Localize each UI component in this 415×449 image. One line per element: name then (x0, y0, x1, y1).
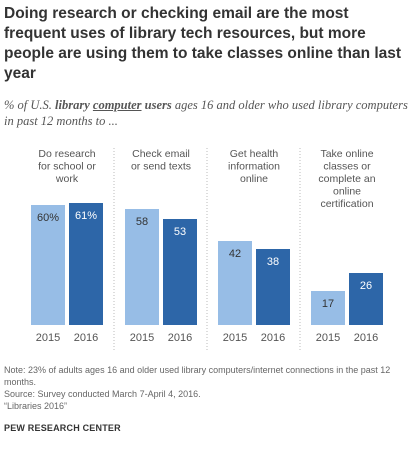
value-label: 53 (174, 226, 186, 238)
subtitle-underlined-computer: computer (92, 98, 142, 112)
chart-notes: Note: 23% of adults ages 16 and older us… (4, 364, 412, 412)
category-label: 2016 (74, 332, 98, 344)
value-label: 61% (75, 210, 97, 222)
panel-label: Do research (38, 148, 95, 160)
bar-2016 (349, 273, 383, 325)
category-label: 2016 (168, 332, 192, 344)
bar-2015 (31, 205, 65, 325)
pew-research-center-label: PEW RESEARCH CENTER (4, 423, 121, 433)
panel-label: for school or (38, 161, 96, 173)
chart-subtitle: % of U.S. library computer users ages 16… (4, 97, 412, 129)
subtitle-suffix: ages 16 and older who used library compu… (4, 98, 408, 128)
panel-label: work (55, 173, 79, 185)
bar-2016 (163, 219, 197, 325)
category-label: 2015 (36, 332, 60, 344)
value-label: 17 (322, 298, 334, 310)
value-label: 26 (360, 280, 372, 292)
subtitle-prefix: % of U.S. (4, 98, 56, 112)
report-line: “Libraries 2016” (4, 401, 68, 411)
note-line: Note: 23% of adults ages 16 and older us… (4, 365, 391, 387)
panel-label: information (228, 161, 280, 173)
panel-label: complete an (318, 173, 375, 185)
bar-2015 (311, 291, 345, 325)
panel-label: or send texts (131, 161, 191, 173)
source-line: Source: Survey conducted March 7-April 4… (4, 389, 201, 399)
panel-label: classes or (323, 161, 371, 173)
bar-2015 (125, 209, 159, 325)
chart-title: Doing research or checking email are the… (4, 5, 402, 82)
bar-2016 (69, 203, 103, 325)
bar-2015 (218, 241, 252, 325)
panel-label: Check email (132, 148, 190, 160)
category-label: 2016 (261, 332, 285, 344)
panel-label: certification (320, 198, 373, 210)
subtitle-bold-library: library (55, 98, 93, 112)
category-label: 2015 (316, 332, 340, 344)
value-label: 38 (267, 256, 279, 268)
value-label: 42 (229, 248, 241, 260)
panel-label: Get health (230, 148, 279, 160)
category-label: 2016 (354, 332, 378, 344)
panel-label: online (333, 186, 361, 198)
category-label: 2015 (223, 332, 247, 344)
panel-label: online (240, 173, 268, 185)
value-label: 58 (136, 216, 148, 228)
subtitle-bold-users: users (141, 98, 172, 112)
panel-label: Take online (320, 148, 373, 160)
value-label: 60% (37, 212, 59, 224)
bar-2016 (256, 249, 290, 325)
category-label: 2015 (130, 332, 154, 344)
